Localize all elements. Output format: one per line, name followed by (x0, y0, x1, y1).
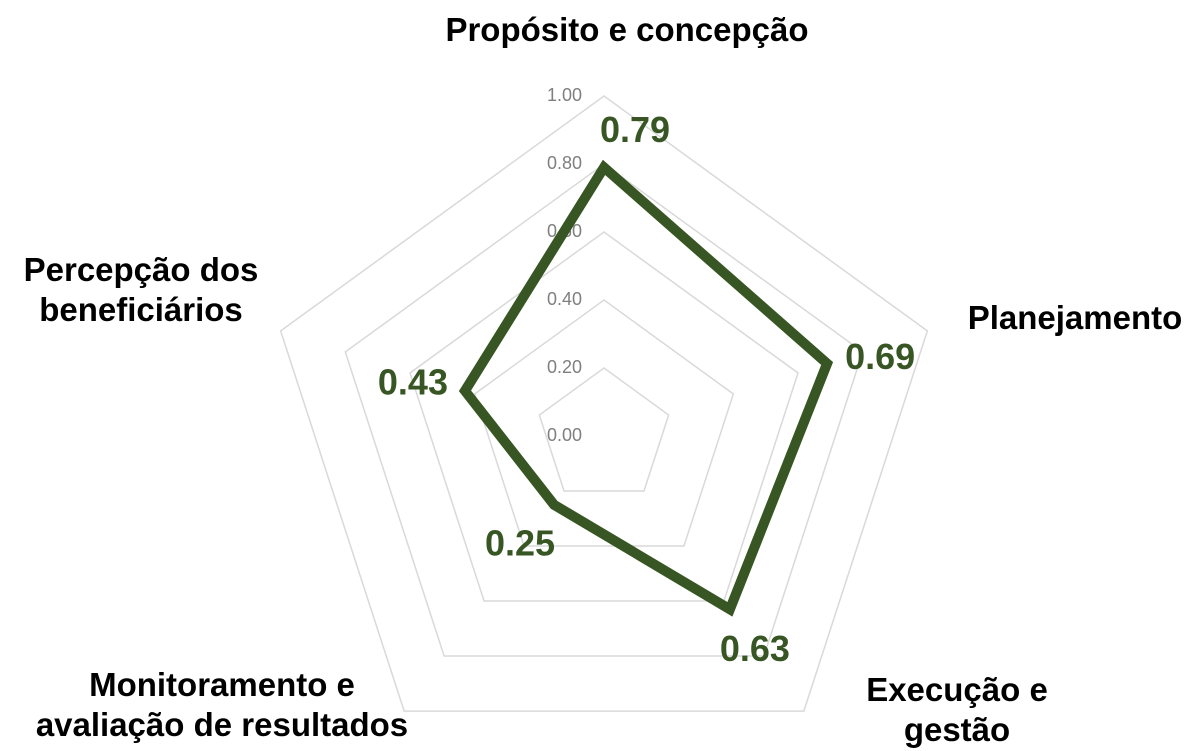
tick-label: 0.20 (547, 357, 582, 377)
data-label: 0.69 (845, 336, 915, 377)
grid-ring (409, 231, 799, 602)
category-label: Percepção dos beneficiários (23, 251, 259, 328)
data-label: 0.25 (485, 522, 555, 563)
series-line (458, 159, 834, 617)
grid-ring (279, 95, 929, 712)
data-label: 0.79 (600, 109, 670, 150)
category-label: Execução e gestão (866, 671, 1048, 748)
data-label: 0.63 (720, 628, 790, 669)
category-label: Planejamento (967, 299, 1183, 336)
data-label: 0.43 (378, 361, 448, 402)
grid-ring (344, 163, 864, 657)
grid-ring (473, 299, 735, 547)
category-label: Propósito e concepção (445, 11, 809, 48)
tick-label: 1.00 (547, 85, 582, 105)
tick-label: 0.80 (547, 153, 582, 173)
grid-ring (538, 367, 670, 492)
tick-label: 0.40 (547, 289, 582, 309)
tick-label: 0.00 (547, 425, 582, 445)
category-label: Monitoramento e avaliação de resultados (35, 666, 409, 743)
